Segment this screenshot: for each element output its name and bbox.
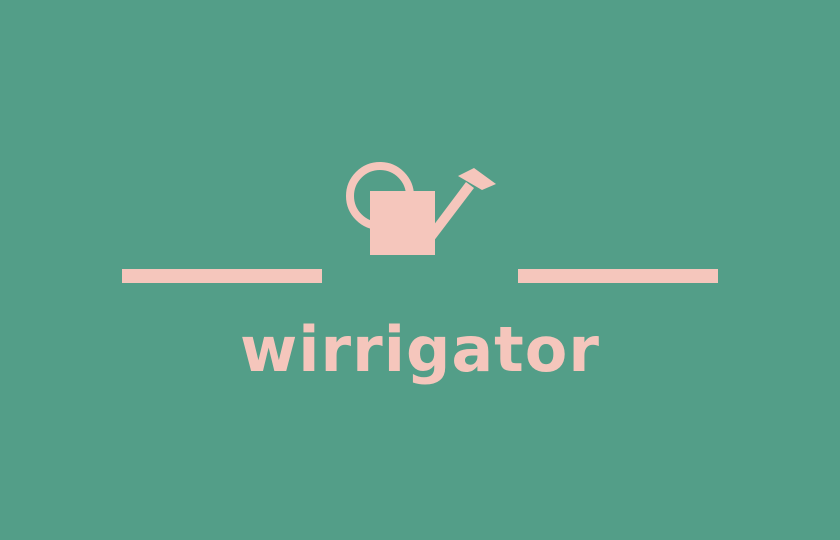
divider-right xyxy=(518,269,718,283)
divider-left xyxy=(122,269,322,283)
brand-name: wirrigator xyxy=(240,313,600,386)
watering-can-icon xyxy=(346,162,496,255)
